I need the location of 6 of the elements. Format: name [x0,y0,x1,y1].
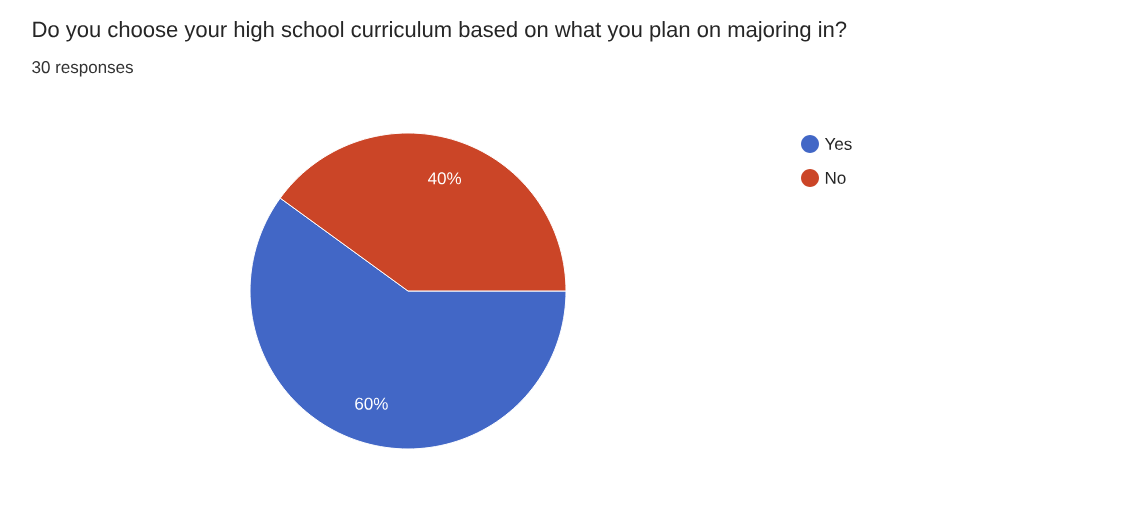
chart-title: Do you choose your high school curriculum based on what you plan on majoring in? [33,21,847,42]
data-label: 60% [355,397,388,410]
legend-label: No [825,172,846,184]
legend-label: Yes [824,138,852,150]
data-label: 40% [428,172,462,185]
text: 30 responses [32,61,133,77]
